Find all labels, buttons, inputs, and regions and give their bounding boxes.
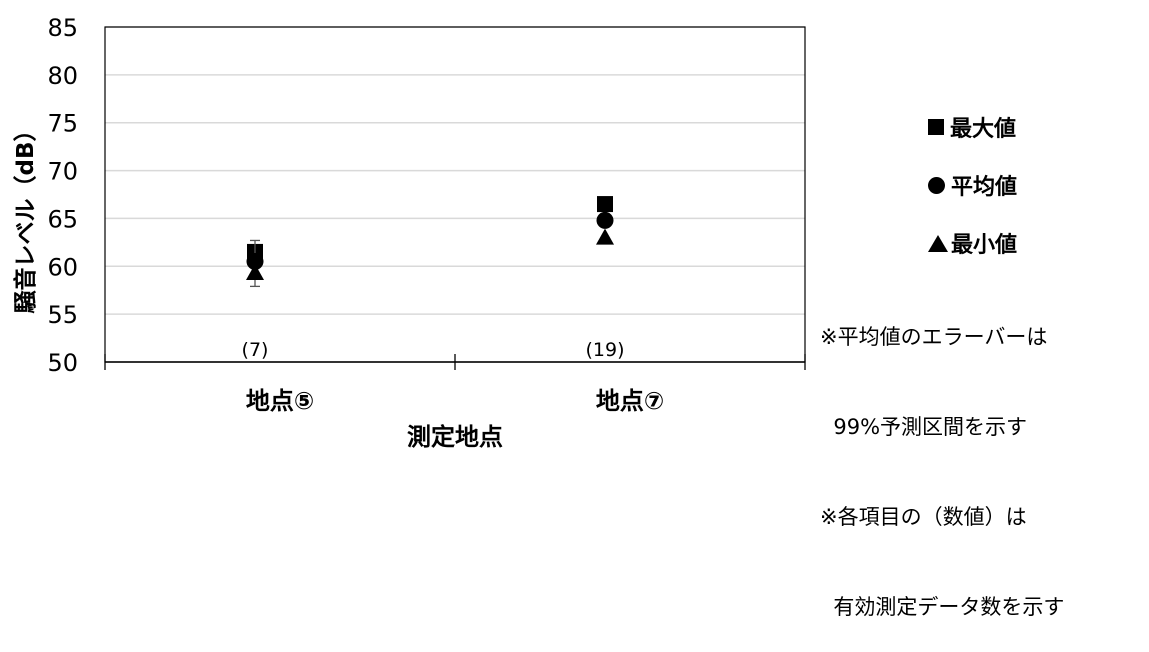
y-tick-label: 50: [47, 349, 78, 377]
legend-item-mean: 平均値: [928, 171, 1018, 200]
point-min: [246, 263, 264, 280]
legend-label-mean: 平均値: [951, 175, 1018, 200]
legend-label-min: 最小値: [951, 233, 1018, 258]
y-tick-label: 85: [47, 14, 78, 42]
count-label: (19): [585, 339, 624, 361]
y-tick-label: 55: [47, 301, 78, 329]
y-axis-ticks: 50 55 60 65 70 75 80 85: [47, 14, 78, 377]
legend-item-max: 最大値: [928, 113, 1017, 142]
y-tick-label: 65: [47, 205, 78, 233]
note-line-1: ※平均値のエラーバーは: [820, 325, 1048, 349]
point-mean: [596, 211, 614, 229]
square-marker-icon: [928, 119, 944, 135]
y-tick-label: 80: [47, 62, 78, 90]
point-min: [596, 228, 614, 245]
x-axis-title: 測定地点: [407, 423, 503, 449]
x-tick-label: 地点⑤: [246, 387, 314, 415]
gridlines: [104, 26, 806, 363]
point-mean: [246, 253, 264, 270]
legend-item-min: 最小値: [928, 229, 1018, 258]
x-tick-label: 地点⑦: [596, 387, 664, 415]
y-axis-title: 騒音レベル（dB）: [12, 119, 39, 314]
triangle-marker-icon: [928, 234, 948, 252]
circle-marker-icon: [928, 176, 945, 194]
y-tick-label: 60: [47, 253, 78, 281]
note-line-4: 有効測定データ数を示す: [820, 595, 1065, 619]
chart: 50 55 60 65 70 75 80 85 地点⑤ 地点⑦ (7) (19) 測定地点 騒音レ…: [12, 14, 806, 449]
note-line-3: ※各項目の（数値）は: [820, 505, 1027, 529]
legend: 最大値 平均値 最小値: [928, 113, 1017, 287]
count-label: (7): [242, 339, 269, 361]
point-max: [597, 196, 613, 213]
y-tick-label: 75: [47, 110, 78, 138]
legend-label-max: 最大値: [950, 117, 1017, 142]
plot-frame: [104, 26, 806, 363]
data-marks: [246, 196, 614, 288]
y-tick-label: 70: [47, 158, 78, 186]
chart-notes: ※平均値のエラーバーは 99%予測区間を示す ※各項目の（数値）は 有効測定デー…: [820, 262, 1064, 652]
count-labels: (7) (19): [242, 339, 625, 361]
x-axis: 地点⑤ 地点⑦: [104, 354, 806, 415]
note-line-2: 99%予測区間を示す: [820, 415, 1028, 439]
